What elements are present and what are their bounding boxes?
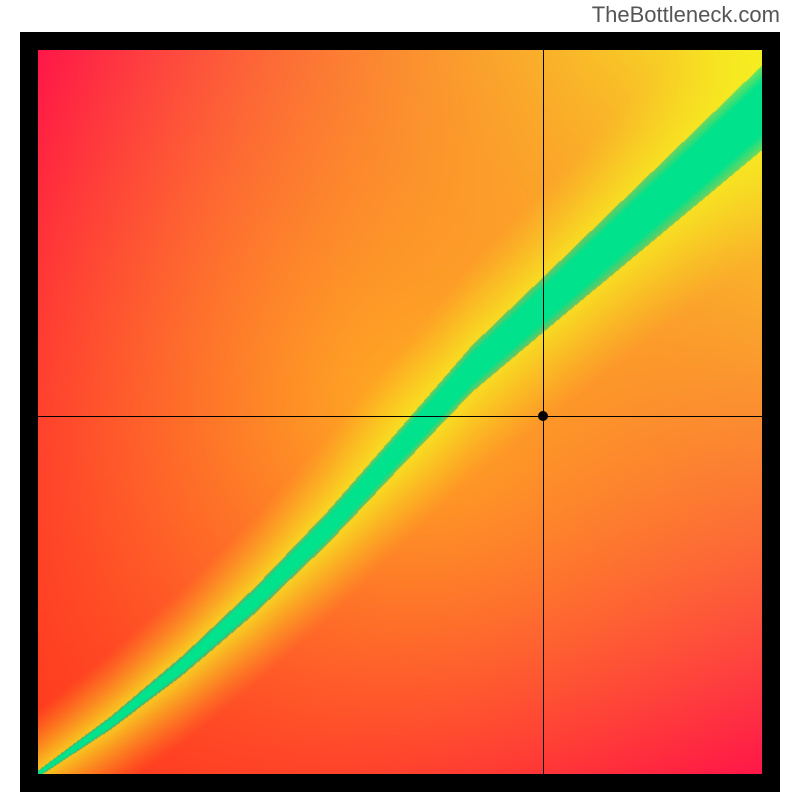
chart-border xyxy=(20,32,780,792)
heatmap-canvas xyxy=(38,50,762,774)
marker-dot xyxy=(538,411,548,421)
chart-container: TheBottleneck.com xyxy=(0,0,800,800)
watermark-text: TheBottleneck.com xyxy=(592,2,780,28)
chart-plot-area xyxy=(38,50,762,774)
crosshair-horizontal xyxy=(38,416,762,417)
